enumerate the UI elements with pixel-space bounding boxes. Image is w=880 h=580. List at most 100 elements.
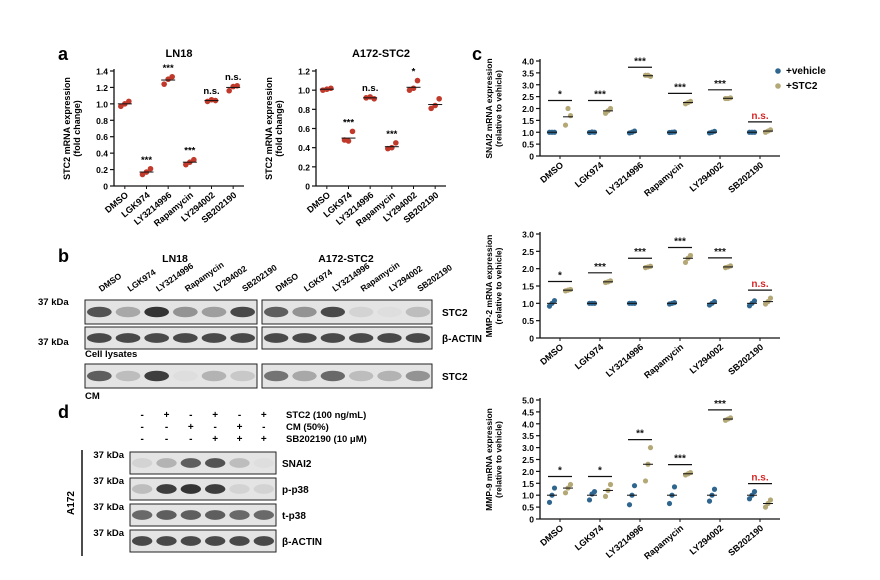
y-axis-label: MMP-2 mRNA expression (484, 235, 494, 338)
condition-label: CM (50%) (286, 422, 329, 433)
y-tick-label: 0 (305, 182, 310, 192)
kda-label: 37 kDa (38, 297, 69, 308)
blot-band (115, 306, 141, 318)
x-tick-label: LY294002 (688, 160, 726, 194)
blot-band (144, 306, 170, 318)
x-tick-label: LY3214996 (604, 523, 645, 560)
significance-label: n.s. (751, 279, 768, 290)
blot-band (156, 510, 177, 520)
data-point-vehicle (589, 491, 595, 497)
blot-band (144, 370, 170, 382)
blot-band (405, 333, 431, 343)
blot-frame (261, 326, 433, 350)
blot-title-right: A172-STC2 (318, 253, 374, 265)
data-point-vehicle (551, 485, 558, 491)
y-tick-label: 0.2 (298, 162, 310, 172)
y-tick-label: 2.0 (522, 467, 534, 477)
data-point (367, 94, 373, 100)
data-point-vehicle (631, 483, 638, 489)
blot-band (173, 306, 198, 318)
x-tick-label: Rapamycin (642, 342, 685, 381)
significance-label: * (412, 67, 416, 78)
y-axis-label: STC2 mRNA expression (62, 77, 72, 180)
y-tick-label: 1.0 (522, 299, 534, 309)
significance-label: *** (714, 247, 726, 258)
x-tick-label: LGK974 (573, 160, 605, 190)
y-tick-label: 0.5 (522, 316, 534, 326)
blot-band (377, 370, 402, 382)
legend-label: +vehicle (786, 66, 826, 77)
significance-label: * (598, 465, 602, 476)
y-tick-label: 0.6 (298, 124, 310, 134)
legend: +vehicle +STC2 (775, 66, 826, 92)
y-tick-label: 0.4 (298, 143, 310, 153)
blot-frame (129, 503, 277, 527)
y-tick-label: 1.0 (522, 491, 534, 501)
significance-label: *** (634, 56, 646, 67)
y-tick-label: 1.5 (522, 479, 534, 489)
y-tick-label: 1.0 (96, 99, 108, 109)
blot-strip-right (261, 326, 433, 350)
y-tick-label: 3.0 (522, 80, 534, 90)
blot-band (180, 458, 201, 468)
blot-strip (129, 529, 277, 553)
significance-label: *** (674, 454, 686, 465)
data-point (393, 140, 399, 146)
x-tick-label: LY294002 (688, 523, 726, 557)
blot-band (253, 510, 274, 520)
panel-label-c: c (472, 44, 482, 64)
blot-strip (129, 503, 277, 527)
y-tick-label: 4.0 (522, 57, 534, 67)
blot-band (405, 370, 431, 382)
kda-label: 37 kDa (93, 502, 124, 513)
data-point (165, 76, 171, 83)
significance-label: *** (674, 236, 686, 247)
x-tick-label: LY3214996 (604, 342, 645, 379)
y-tick-label: 0.8 (298, 105, 310, 115)
blot-band (229, 484, 250, 494)
data-point (226, 87, 232, 94)
significance-label: ** (636, 429, 644, 440)
condition-sign: - (189, 434, 192, 445)
data-point-stc2 (642, 478, 649, 484)
blot-band (253, 484, 274, 494)
panel-label-b: b (58, 246, 69, 266)
y-tick-label: 1.5 (522, 116, 534, 126)
blot-band (264, 333, 289, 343)
data-point (414, 77, 421, 84)
data-point-stc2 (562, 122, 569, 128)
significance-label: *** (674, 82, 686, 93)
blot-band (132, 484, 153, 494)
blot-band (115, 370, 141, 382)
blot-band (180, 536, 201, 546)
blot-band (405, 306, 431, 318)
y-tick-label: 4.5 (522, 407, 534, 417)
condition-sign: - (140, 410, 143, 421)
blot-frame (84, 363, 258, 389)
blot-band (201, 370, 227, 382)
blot-band (264, 370, 289, 382)
panel-label-d: d (58, 402, 69, 422)
blot-row-label: STC2 (442, 372, 468, 383)
blot-band (292, 333, 317, 343)
blot-band (144, 333, 170, 343)
blot-strip-left (84, 363, 258, 389)
y-tick-label: 0.8 (96, 116, 108, 126)
y-tick-label: 3.5 (522, 68, 534, 78)
legend-label: +STC2 (786, 81, 818, 92)
y-tick-label: 2.0 (522, 104, 534, 114)
blot-band (180, 510, 201, 520)
data-point (191, 156, 197, 163)
lane-label: SB202190 (415, 262, 454, 293)
blot-row-label: p-p38 (282, 485, 309, 496)
blot-band (173, 333, 198, 343)
y-tick-label: 0 (103, 182, 108, 192)
cell-line-label: A172 (66, 491, 77, 515)
blot-band (349, 306, 374, 318)
data-point (428, 105, 434, 112)
x-tick-label: DMSO (538, 342, 565, 367)
data-point (410, 85, 417, 92)
blot-band (229, 458, 250, 468)
lane-label: LGK974 (302, 267, 334, 294)
condition-sign: + (237, 434, 243, 445)
